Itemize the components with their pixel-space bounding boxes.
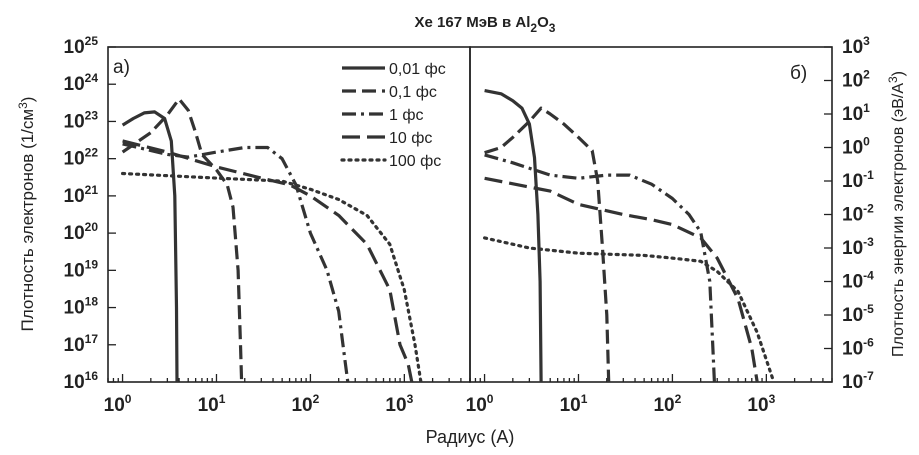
- x-tick-label: 102: [291, 392, 319, 416]
- series-line-panel-b: [483, 236, 776, 382]
- panel-b-frame: [469, 46, 833, 383]
- x-tick-label: 102: [653, 392, 681, 416]
- y-tick-label: 101: [842, 101, 870, 125]
- y-axis-label-right: Плотность энергии электронов (эВ/А3): [886, 71, 907, 357]
- y-tick-label: 102: [842, 68, 870, 92]
- chart-title: Xe 167 МэВ в Al2O3: [415, 14, 556, 35]
- ticks-layer: 100 101 102 103 1016 1017 1018 1019 1020 1021 1022…: [64, 34, 875, 416]
- y-tick-label: 1022: [64, 146, 99, 170]
- y-tick-label: 1020: [64, 220, 99, 244]
- series-line-panel-a: [122, 139, 414, 382]
- y-tick-label: 1023: [64, 108, 99, 132]
- x-tick-label: 103: [385, 392, 413, 416]
- y-tick-label: 1024: [64, 71, 99, 95]
- legend-label: 100 фс: [389, 153, 441, 170]
- series-layer: [121, 89, 776, 382]
- x-tick-label: 101: [560, 392, 588, 416]
- y-tick-label: 10-6: [842, 336, 874, 360]
- panel-a-label: а): [113, 57, 130, 78]
- y-tick-label: 10-4: [842, 269, 874, 293]
- y-tick-label: 1021: [64, 183, 99, 207]
- series-line-panel-a: [121, 171, 423, 382]
- x-tick-label: 103: [747, 392, 775, 416]
- series-line-panel-b: [484, 89, 543, 382]
- legend: 0,01 фс 0,1 фс 1 фс 10 фс 100 фс: [340, 61, 446, 170]
- legend-label: 1 фс: [389, 107, 424, 124]
- series-line-panel-b: [484, 106, 611, 382]
- y-tick-label: 10-3: [842, 235, 874, 259]
- y-tick-label: 10-2: [842, 202, 874, 226]
- y-tick-label: 1016: [64, 369, 99, 393]
- x-tick-label: 101: [198, 392, 226, 416]
- legend-label: 10 фс: [389, 130, 432, 147]
- series-line-panel-a: [121, 110, 179, 382]
- x-axis-label: Радиус (А): [426, 427, 515, 447]
- y-tick-label: 103: [842, 34, 870, 58]
- legend-label: 0,1 фс: [389, 84, 437, 101]
- series-line-panel-b: [484, 176, 759, 382]
- y-tick-label: 100: [842, 135, 870, 159]
- y-axis-label-left: Плотность электронов (1/см3): [16, 97, 37, 332]
- panel-b-label: б): [790, 63, 807, 84]
- legend-label: 0,01 фс: [389, 61, 446, 78]
- series-line-panel-b: [484, 153, 716, 382]
- y-tick-label: 1018: [64, 295, 99, 319]
- y-tick-label: 10-1: [842, 168, 874, 192]
- y-tick-label: 1017: [64, 332, 99, 356]
- x-tick-label: 100: [466, 392, 494, 416]
- y-tick-label: 10-5: [842, 302, 874, 326]
- y-tick-label: 10-7: [842, 369, 874, 393]
- x-tick-label: 100: [104, 392, 132, 416]
- y-tick-label: 1025: [64, 34, 99, 58]
- series-line-panel-a: [121, 97, 244, 382]
- y-tick-label: 1019: [64, 257, 99, 281]
